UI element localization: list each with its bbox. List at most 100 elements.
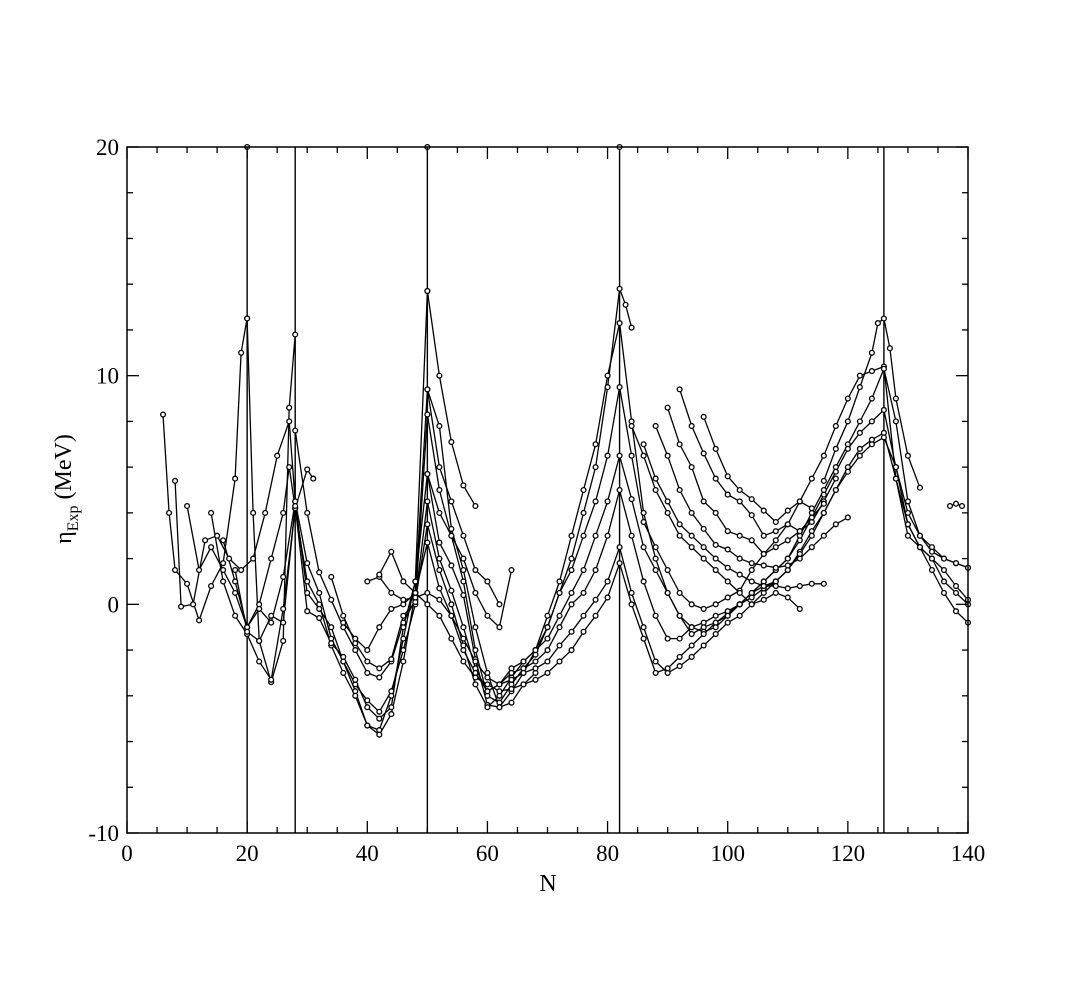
data-point <box>652 669 659 676</box>
data-point <box>796 582 803 590</box>
data-point <box>436 509 443 516</box>
data-point <box>676 589 683 596</box>
data-point <box>280 573 287 580</box>
data-point <box>472 658 479 665</box>
data-point <box>820 509 827 516</box>
data-point <box>310 475 317 482</box>
data-point <box>688 544 695 551</box>
data-point <box>664 404 671 411</box>
data-point <box>460 592 467 599</box>
data-point <box>388 589 395 596</box>
data-point <box>946 502 954 510</box>
data-point <box>688 422 695 430</box>
data-point <box>304 589 311 596</box>
data-point <box>436 566 443 574</box>
data-point <box>700 555 707 562</box>
data-point <box>688 624 695 631</box>
data-point <box>856 452 863 459</box>
data-point <box>892 464 899 471</box>
data-point <box>844 468 851 475</box>
data-point <box>844 445 851 452</box>
data-point <box>424 411 431 418</box>
axis-ticks <box>126 146 969 834</box>
data-point <box>262 509 269 516</box>
data-point <box>748 566 755 574</box>
data-point <box>856 429 863 436</box>
data-point <box>832 521 839 528</box>
data-point <box>676 386 683 393</box>
data-point <box>352 635 359 642</box>
data-point <box>460 624 467 631</box>
data-point <box>820 500 827 507</box>
x-tick-label: 140 <box>951 841 986 866</box>
data-point <box>544 669 551 676</box>
data-point <box>220 560 227 567</box>
data-point <box>376 708 383 715</box>
data-point <box>700 525 707 532</box>
data-point <box>928 566 936 574</box>
data-point <box>796 605 803 612</box>
data-point <box>904 509 911 516</box>
data-point <box>592 464 599 471</box>
data-point <box>664 665 671 672</box>
data-point <box>856 418 863 425</box>
data-point <box>256 637 263 644</box>
data-point <box>364 647 371 654</box>
data-point <box>688 601 695 608</box>
data-point <box>592 612 599 619</box>
data-point <box>748 560 755 567</box>
data-point <box>460 635 467 642</box>
data-point <box>172 566 179 574</box>
data-point <box>472 502 479 510</box>
data-point <box>700 544 707 551</box>
data-point <box>784 521 791 528</box>
data-point <box>280 605 287 612</box>
data-point <box>388 711 395 718</box>
data-point <box>892 418 899 425</box>
vertical-reference-lines <box>246 147 885 833</box>
data-point <box>640 518 647 526</box>
data-point <box>724 619 731 626</box>
data-point <box>868 441 875 448</box>
data-point <box>622 301 629 308</box>
data-point <box>424 498 431 505</box>
data-point <box>436 422 443 430</box>
data-point <box>178 603 185 610</box>
data-point <box>280 637 287 644</box>
data-point <box>604 452 611 459</box>
data-point <box>640 509 647 516</box>
data-point <box>676 486 683 494</box>
data-point <box>616 285 623 292</box>
data-point <box>400 647 407 654</box>
data-point <box>700 631 707 638</box>
data-point <box>784 562 791 569</box>
data-point <box>580 566 587 574</box>
data-point <box>532 647 539 654</box>
data-point <box>220 537 227 544</box>
data-point <box>286 418 293 425</box>
data-point <box>328 640 335 647</box>
data-point <box>532 676 539 683</box>
data-point <box>484 612 491 619</box>
data-point <box>544 658 551 665</box>
data-point <box>352 676 359 683</box>
data-point <box>772 528 779 535</box>
data-point <box>544 612 551 619</box>
data-point <box>892 475 899 482</box>
data-point <box>856 384 863 391</box>
data-point <box>592 498 599 505</box>
data-point <box>712 566 719 574</box>
data-point <box>736 498 743 505</box>
data-point <box>856 445 863 452</box>
x-tick-label: 100 <box>710 841 745 866</box>
data-point <box>268 676 275 683</box>
data-point <box>202 537 209 544</box>
data-point <box>472 674 479 681</box>
data-point <box>436 372 443 379</box>
data-point <box>388 548 395 555</box>
data-point <box>436 555 443 562</box>
data-point <box>652 422 659 430</box>
x-tick-label: 120 <box>831 841 866 866</box>
data-point <box>796 498 803 505</box>
